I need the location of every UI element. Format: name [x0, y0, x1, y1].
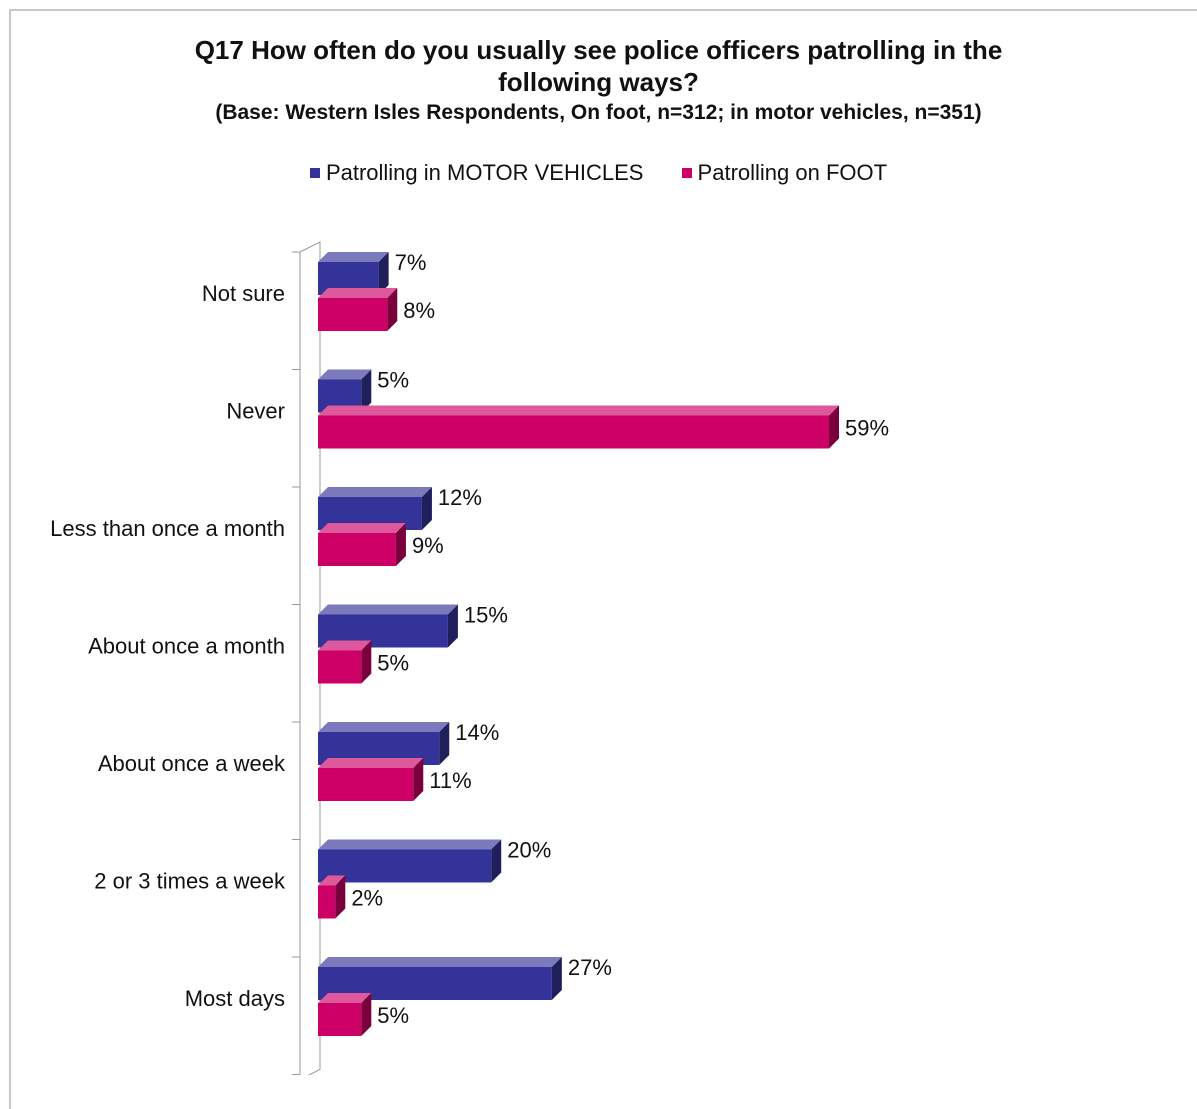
bar-front-face	[318, 650, 362, 684]
bar-foot	[318, 523, 406, 566]
category-label: About once a week	[98, 751, 286, 776]
chart-frame	[9, 9, 1197, 1109]
legend-label-motor-vehicles: Patrolling in MOTOR VEHICLES	[325, 160, 644, 185]
bar-top-face	[318, 640, 372, 651]
bar-top-face	[318, 604, 458, 615]
bar-foot	[318, 405, 839, 449]
category-label: Less than once a month	[50, 516, 285, 541]
data-label: 7%	[395, 250, 427, 275]
data-label: 15%	[464, 603, 508, 628]
bar-foot	[318, 640, 372, 684]
bar-side-face	[361, 369, 372, 413]
data-label: 8%	[403, 298, 435, 323]
bar-front-face	[318, 885, 336, 919]
bar-side-face	[387, 288, 398, 331]
chart-title-line-1: Q17 How often do you usually see police …	[194, 35, 1003, 65]
bar-front-face	[318, 415, 829, 449]
category-label: Never	[226, 399, 285, 424]
bar-top-face	[318, 487, 432, 497]
data-label: 14%	[455, 720, 499, 745]
chart-subtitle: (Base: Western Isles Respondents, On foo…	[215, 101, 982, 124]
data-label: 2%	[351, 886, 383, 911]
legend-label-foot: Patrolling on FOOT	[697, 160, 888, 185]
bar-motor-vehicles	[318, 839, 502, 883]
bar-top-face	[318, 523, 406, 533]
bar-side-face	[421, 487, 432, 530]
bar-front-face	[318, 298, 388, 331]
bar-side-face	[378, 252, 389, 295]
chart-title-line-2: following ways?	[498, 67, 699, 97]
bar-front-face	[318, 1003, 362, 1036]
bar-foot	[318, 758, 424, 801]
data-label: 11%	[429, 768, 471, 793]
category-label: Most days	[185, 986, 285, 1011]
bar-top-face	[318, 405, 839, 416]
bar-side-face	[395, 523, 406, 566]
chart-legend: Patrolling in MOTOR VEHICLES Patrolling …	[0, 158, 1197, 186]
bar-top-face	[318, 722, 450, 732]
category-label: 2 or 3 times a week	[94, 869, 286, 894]
bar-top-face	[318, 288, 398, 298]
category-label: Not sure	[202, 281, 285, 306]
bar-foot	[318, 288, 398, 331]
data-label: 5%	[377, 651, 409, 676]
data-label: 59%	[845, 416, 889, 441]
bar-side-face	[551, 957, 562, 1000]
data-label: 27%	[568, 955, 612, 980]
data-label: 20%	[507, 838, 551, 863]
bar-foot	[318, 875, 346, 919]
category-label: About once a month	[88, 634, 285, 659]
legend-swatch-motor-vehicles	[309, 168, 320, 178]
bar-side-face	[829, 405, 839, 449]
bar-top-face	[318, 758, 424, 768]
bar-top-face	[318, 957, 562, 967]
chart-title: Q17 How often do you usually see police …	[0, 34, 1197, 98]
data-label: 5%	[377, 1003, 409, 1028]
bar-side-face	[447, 604, 458, 648]
data-label: 9%	[412, 533, 444, 558]
category-axis-wall	[299, 241, 321, 1075]
legend-item-motor-vehicles: Patrolling in MOTOR VEHICLES	[309, 160, 644, 186]
bar-foot	[318, 993, 372, 1036]
bar-top-face	[318, 993, 372, 1003]
bar-side-face	[361, 640, 372, 684]
data-label: 12%	[438, 485, 482, 510]
bar-side-face	[491, 839, 502, 883]
bar-top-face	[318, 252, 389, 262]
bar-side-face	[439, 722, 450, 765]
bar-front-face	[318, 768, 414, 801]
bar-side-face	[361, 993, 372, 1036]
bar-side-face	[335, 875, 346, 919]
bar-top-face	[318, 839, 502, 850]
bar-front-face	[318, 849, 492, 883]
bar-top-face	[318, 369, 372, 380]
bar-top-face	[318, 875, 346, 886]
bar-front-face	[318, 533, 396, 566]
bar-side-face	[413, 758, 424, 801]
bar-chart-plot: Not sure 7% 8% Never 5% 59% Less than once a m…	[50, 241, 889, 1075]
legend-item-foot: Patrolling on FOOT	[681, 160, 888, 186]
legend-swatch-foot	[681, 168, 692, 178]
data-label: 5%	[377, 368, 409, 393]
